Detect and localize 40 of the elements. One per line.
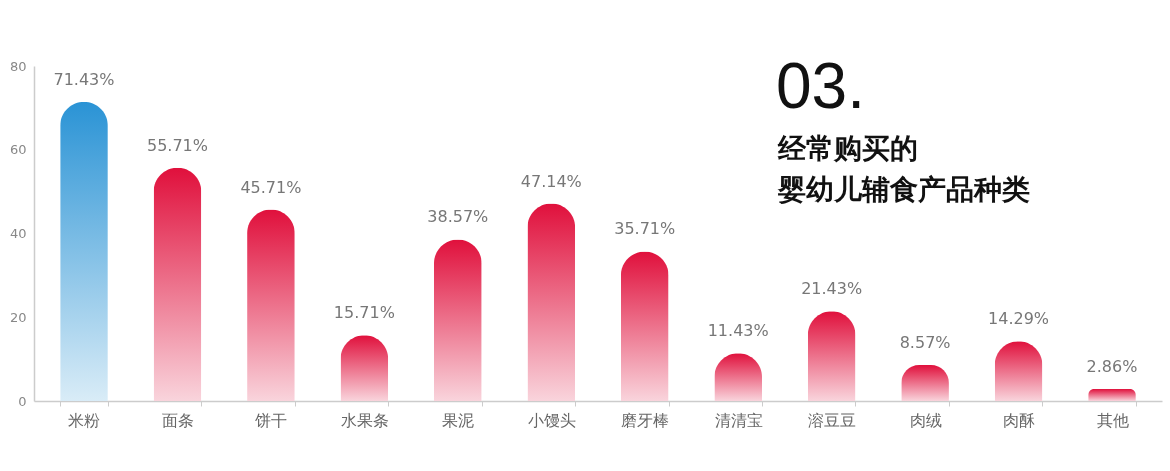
x-tick-label: 米粉 (68, 410, 101, 430)
data-label: 55.71% (146, 135, 208, 155)
data-label: 47.14% (520, 171, 582, 191)
data-label: 45.71% (240, 177, 302, 197)
x-tick-label: 小馒头 (527, 410, 576, 430)
x-tick-label: 饼干 (254, 410, 288, 430)
x-tick-label: 其他 (1096, 410, 1129, 430)
bar (433, 239, 482, 401)
chart-title: 03. (776, 50, 865, 122)
x-tick-label: 肉酥 (1003, 410, 1036, 430)
bar (340, 335, 389, 401)
text: 经常购买的婴幼儿辅食产品种类 (777, 132, 1030, 206)
y-tick-label: 80 (9, 58, 27, 74)
y-tick-label: 20 (9, 309, 27, 325)
bar (247, 209, 295, 401)
data-label: 15.71% (333, 303, 395, 323)
x-tick-label: 清清宝 (714, 410, 763, 430)
bar (153, 167, 202, 401)
data-label: 8.57% (899, 333, 951, 353)
x-tick-label: 溶豆豆 (808, 410, 857, 430)
y-tick-label: 0 (18, 393, 27, 409)
bar (807, 311, 856, 401)
data-label: 35.71% (614, 219, 676, 239)
data-label: 14.29% (988, 309, 1050, 329)
x-tick-label: 磨牙棒 (621, 410, 670, 430)
data-label: 38.57% (427, 207, 489, 227)
bar (620, 251, 669, 401)
bar (527, 203, 576, 401)
data-label: 11.43% (707, 321, 769, 341)
data-label: 71.43% (53, 69, 115, 89)
y-tick-label: 60 (9, 142, 27, 158)
x-tick-label: 肉绒 (909, 410, 942, 430)
x-tick-label: 水果条 (340, 410, 389, 430)
x-tick-label: 面条 (161, 410, 194, 430)
data-label: 21.43% (801, 279, 863, 299)
data-label: 2.86% (1086, 357, 1138, 377)
bar (60, 101, 108, 401)
y-tick-label: 40 (9, 226, 27, 241)
bar (1088, 389, 1136, 401)
x-tick-label: 果泥 (442, 410, 475, 430)
